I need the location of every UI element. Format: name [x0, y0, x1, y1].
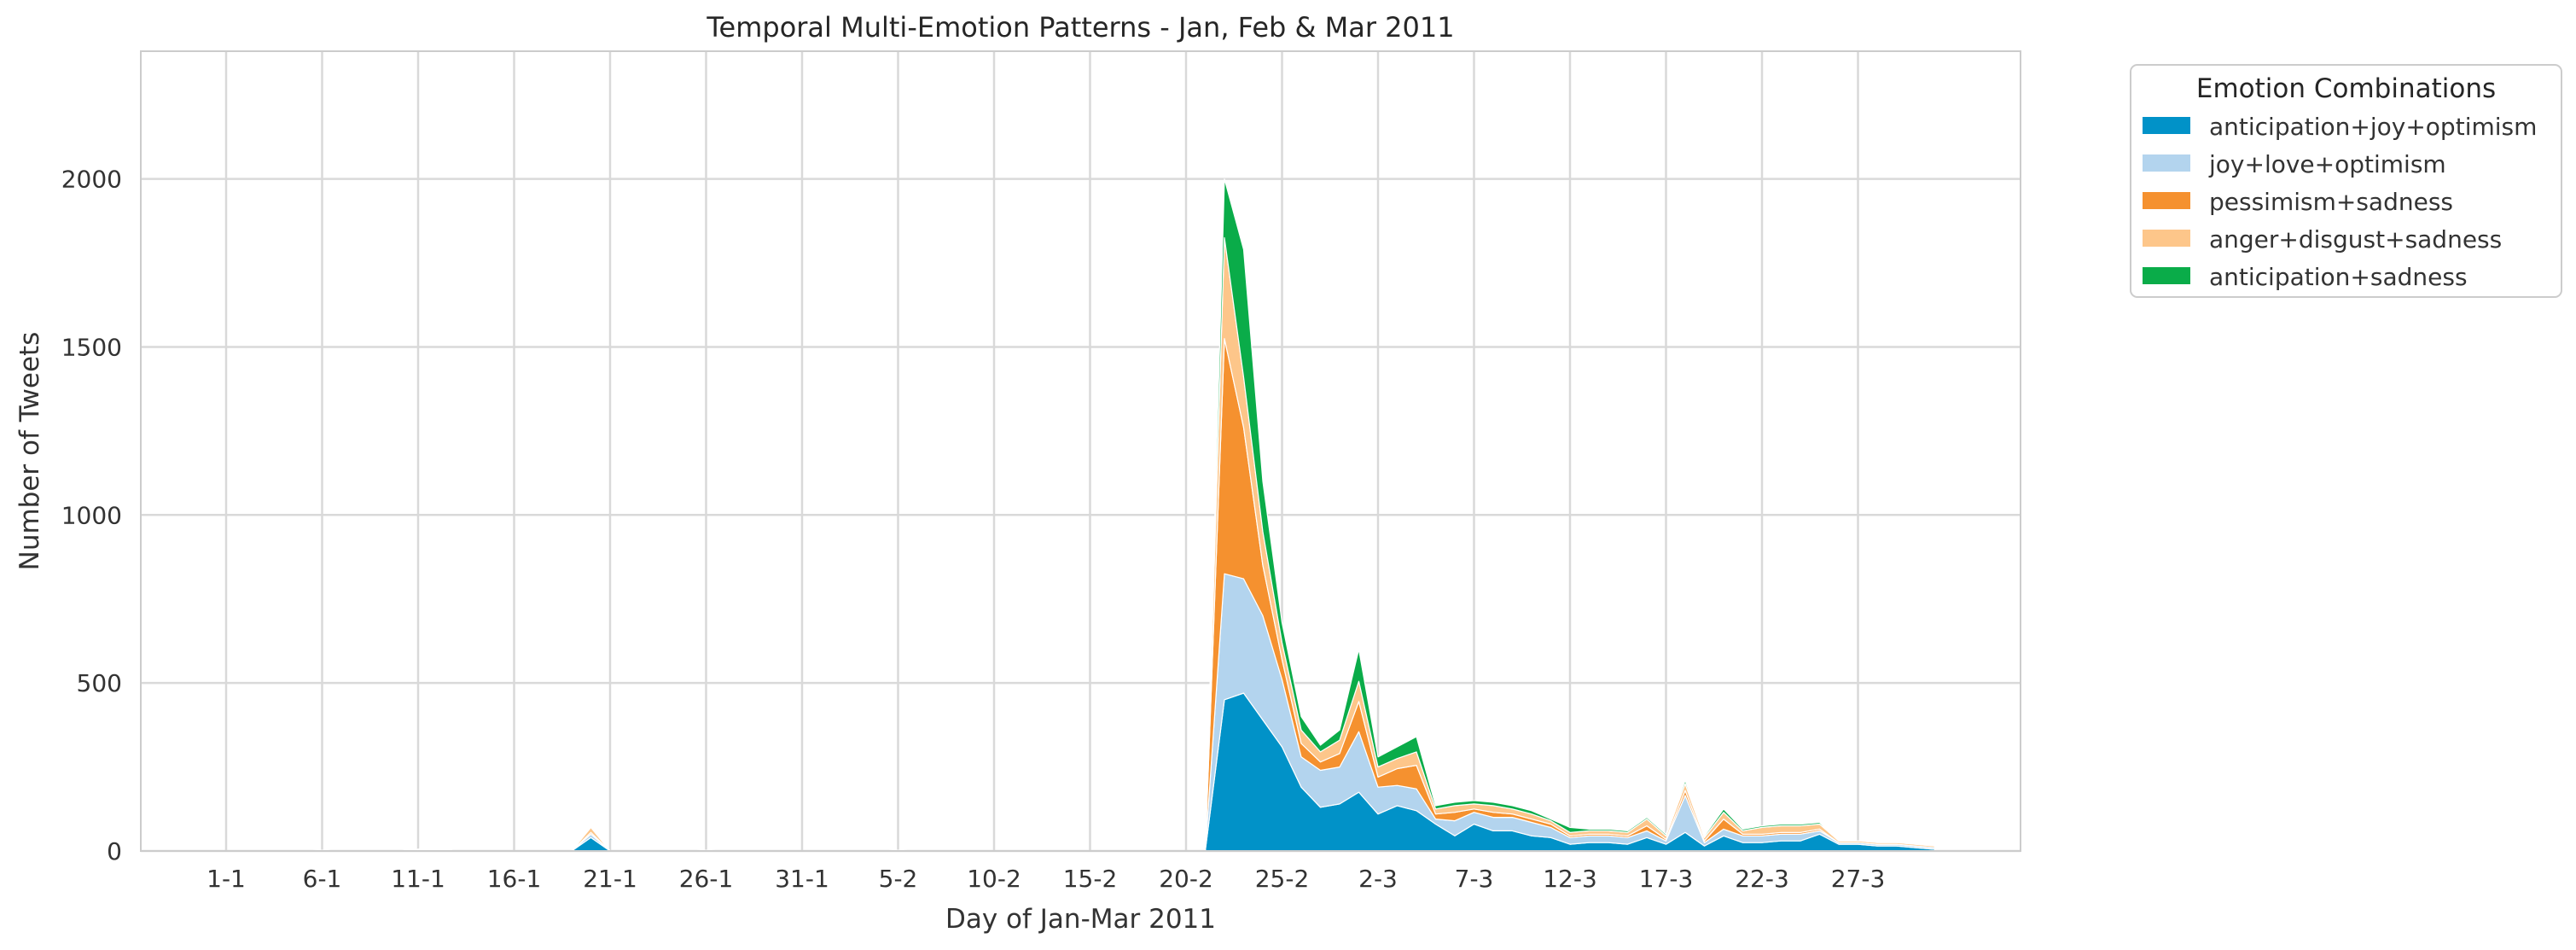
y-tick-label: 1000 — [61, 501, 122, 529]
x-tick-label: 20-2 — [1159, 865, 1213, 893]
plot-frame — [140, 50, 2021, 852]
x-tick-label: 21-1 — [583, 865, 637, 893]
legend-item: anticipation+joy+optimism — [2143, 113, 2537, 141]
x-tick-label: 17-3 — [1639, 865, 1694, 893]
legend: Emotion Combinations anticipation+joy+op… — [2130, 64, 2562, 298]
legend-label: anticipation+joy+optimism — [2209, 113, 2537, 141]
legend-item: pessimism+sadness — [2143, 188, 2453, 216]
legend-label: pessimism+sadness — [2209, 188, 2453, 216]
y-tick-label: 500 — [77, 669, 122, 697]
x-tick-label: 25-2 — [1255, 865, 1310, 893]
x-tick-label: 1-1 — [206, 865, 246, 893]
x-tick-label: 6-1 — [303, 865, 342, 893]
x-tick-label: 10-2 — [967, 865, 1021, 893]
y-tick-labels: 0 500 1000 1500 2000 — [61, 166, 122, 865]
grid-lines — [141, 51, 2021, 853]
x-tick-label: 5-2 — [879, 865, 918, 893]
y-axis-title: Number of Tweets — [15, 332, 45, 571]
x-tick-label: 27-3 — [1831, 865, 1886, 893]
y-tick-label: 2000 — [61, 166, 122, 194]
legend-title: Emotion Combinations — [2196, 73, 2496, 104]
y-tick-label: 1500 — [61, 333, 122, 361]
legend-items: anticipation+joy+optimism joy+love+optimi… — [2143, 113, 2537, 291]
chart-title: Temporal Multi-Emotion Patterns - Jan, F… — [706, 11, 1454, 44]
x-tick-label: 12-3 — [1543, 865, 1597, 893]
x-tick-label: 15-2 — [1063, 865, 1118, 893]
legend-label: anger+disgust+sadness — [2209, 225, 2502, 254]
x-tick-label: 2-3 — [1358, 865, 1398, 893]
legend-label: joy+love+optimism — [2208, 150, 2446, 178]
x-tick-label: 11-1 — [391, 865, 445, 893]
legend-swatch — [2143, 154, 2190, 172]
legend-label: anticipation+sadness — [2209, 263, 2468, 291]
x-tick-label: 26-1 — [679, 865, 734, 893]
legend-swatch — [2143, 267, 2190, 284]
legend-swatch — [2143, 192, 2190, 209]
x-tick-label: 31-1 — [775, 865, 829, 893]
x-axis-title: Day of Jan-Mar 2011 — [945, 904, 1216, 935]
legend-box — [2130, 64, 2562, 298]
x-tick-label: 7-3 — [1455, 865, 1494, 893]
legend-item: anger+disgust+sadness — [2143, 225, 2502, 254]
x-tick-labels: 1-1 6-1 11-1 16-1 21-1 26-1 31-1 5-2 10-2 15-2 20-… — [206, 865, 1885, 893]
y-tick-label: 0 — [107, 837, 122, 865]
legend-item: anticipation+sadness — [2143, 263, 2468, 291]
legend-item: joy+love+optimism — [2143, 150, 2446, 178]
x-tick-label: 22-3 — [1735, 865, 1789, 893]
legend-swatch — [2143, 117, 2190, 134]
legend-swatch — [2143, 230, 2190, 247]
x-tick-label: 16-1 — [487, 865, 542, 893]
